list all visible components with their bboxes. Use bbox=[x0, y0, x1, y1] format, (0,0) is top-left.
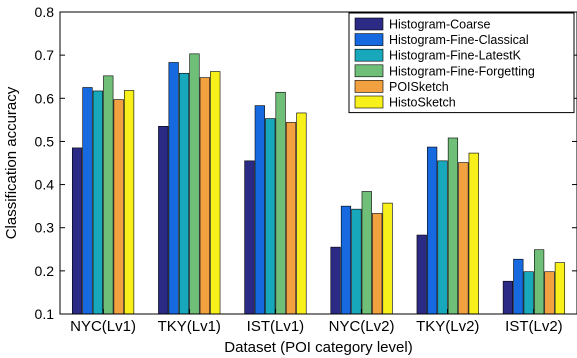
bar bbox=[382, 202, 393, 315]
x-tick-label: IST(Lv1) bbox=[247, 318, 305, 335]
x-tick-label: TKY(Lv2) bbox=[416, 318, 479, 335]
bar bbox=[447, 137, 459, 315]
y-axis-label: Classification accuracy bbox=[3, 86, 20, 239]
legend-label: Histogram-Coarse bbox=[389, 18, 490, 32]
y-tick-label: 0.5 bbox=[35, 133, 55, 149]
y-tick-label: 0.2 bbox=[35, 263, 55, 279]
bar bbox=[123, 90, 135, 315]
bar bbox=[275, 91, 286, 315]
bar bbox=[178, 72, 190, 315]
x-tick-label: NYC(Lv1) bbox=[70, 318, 136, 335]
legend-label: Histogram-Fine-LatestK bbox=[389, 49, 522, 63]
legend-swatch bbox=[354, 33, 384, 46]
bar bbox=[372, 213, 383, 315]
bar bbox=[513, 258, 524, 315]
bar bbox=[361, 191, 372, 315]
legend-label: Histogram-Fine-Classical bbox=[389, 33, 529, 47]
bar bbox=[330, 246, 341, 315]
y-tick-label: 0.1 bbox=[35, 306, 55, 322]
bar bbox=[285, 122, 297, 315]
bar bbox=[71, 147, 83, 315]
bar bbox=[92, 90, 103, 315]
legend-label: POISketch bbox=[389, 80, 449, 94]
bar bbox=[113, 99, 124, 315]
bar bbox=[468, 152, 479, 315]
plot-frame bbox=[59, 11, 577, 315]
bar bbox=[189, 53, 200, 315]
bar bbox=[523, 271, 534, 315]
bar bbox=[168, 62, 179, 315]
bar bbox=[296, 112, 307, 315]
bar bbox=[103, 75, 114, 315]
bar bbox=[351, 208, 362, 315]
bar bbox=[244, 160, 255, 315]
bar bbox=[254, 105, 265, 315]
legend-swatch bbox=[354, 80, 384, 93]
x-axis-ticks: NYC(Lv1) TKY(Lv1) IST(Lv1) NYC(Lv2) TKY(Lv2)… bbox=[70, 309, 563, 335]
x-tick-label: TKY(Lv1) bbox=[158, 318, 221, 335]
bar bbox=[502, 280, 514, 315]
legend-swatch bbox=[354, 17, 384, 31]
bar bbox=[458, 162, 469, 315]
legend-swatch bbox=[354, 48, 384, 62]
x-axis-label: Dataset (POI category level) bbox=[224, 339, 412, 356]
bar bbox=[210, 71, 221, 315]
y-tick-label: 0.4 bbox=[35, 177, 55, 193]
bar bbox=[340, 205, 352, 315]
y-axis-ticks: 0.1 0.2 0.3 0.4 0.5 0.6 0.7 0.8 bbox=[35, 4, 577, 322]
legend-swatch bbox=[354, 64, 384, 78]
bar bbox=[158, 126, 169, 315]
y-tick-label: 0.7 bbox=[35, 47, 55, 63]
bar bbox=[82, 87, 93, 315]
bar bbox=[544, 271, 555, 315]
legend-swatch bbox=[354, 95, 384, 109]
bar bbox=[199, 77, 210, 315]
bar bbox=[265, 118, 276, 315]
x-tick-label: NYC(Lv2) bbox=[329, 318, 395, 335]
bar bbox=[534, 249, 545, 315]
legend-box bbox=[348, 12, 575, 114]
y-tick-label: 0.3 bbox=[35, 220, 55, 236]
x-tick-label: IST(Lv2) bbox=[505, 318, 563, 335]
bars-group bbox=[71, 53, 566, 315]
y-tick-label: 0.6 bbox=[35, 90, 55, 106]
y-tick-label: 0.8 bbox=[35, 4, 55, 20]
legend-label: Histogram-Fine-Forgetting bbox=[389, 64, 535, 78]
bar bbox=[437, 160, 448, 315]
bar bbox=[416, 234, 427, 315]
bar bbox=[427, 146, 438, 315]
bar bbox=[554, 262, 566, 315]
legend-label: HistoSketch bbox=[389, 96, 456, 110]
legend: Histogram-CoarseHistogram-Fine-Classical… bbox=[348, 12, 575, 114]
